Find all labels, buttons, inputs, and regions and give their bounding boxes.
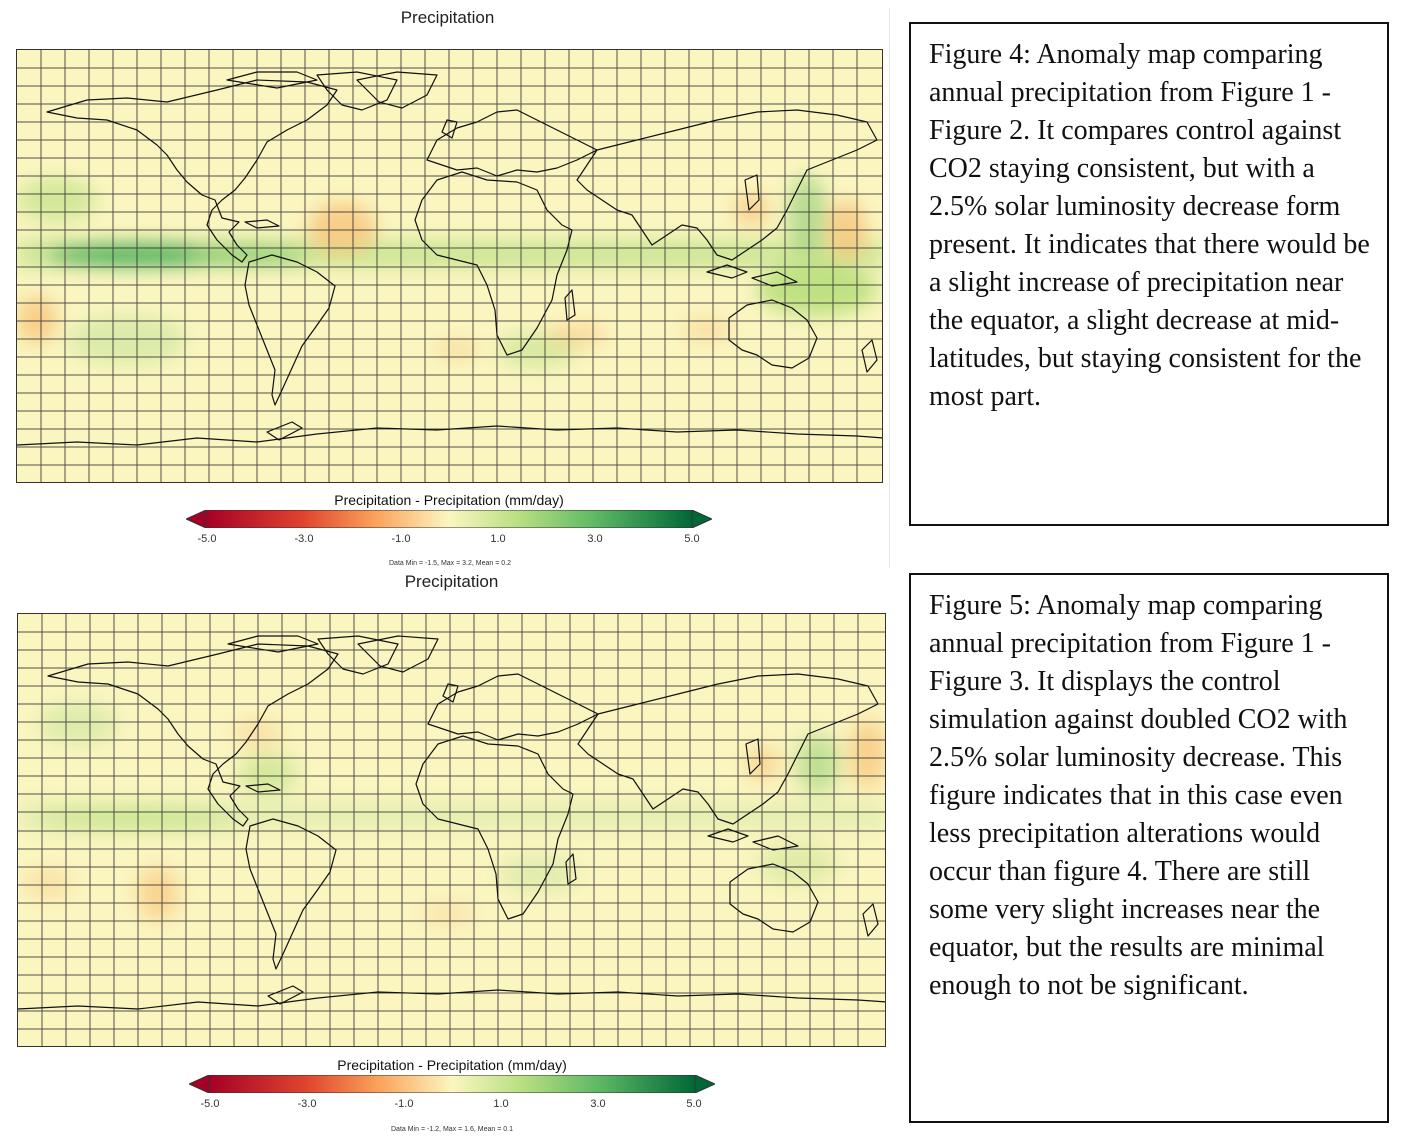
map1-gridlines (17, 50, 882, 482)
colorbar2-tick: -1.0 (394, 1098, 414, 1110)
map1-anomaly-field (17, 175, 882, 368)
colorbar2-tick: 3.0 (590, 1098, 606, 1110)
map2-coastlines (18, 635, 885, 1010)
map1-title: Precipitation (400, 8, 495, 27)
colorbar1-tick: 5.0 (684, 533, 700, 545)
map2-gridlines (18, 614, 885, 1046)
map2 (17, 613, 886, 1047)
colorbar2-tick: -3.0 (297, 1098, 317, 1110)
colorbar1 (186, 510, 712, 528)
colorbar2-title: Precipitation - Precipitation (mm/day) (337, 1057, 567, 1073)
figure5-caption: Figure 5: Anomaly map comparing annual p… (909, 573, 1389, 1123)
map1-coastlines (17, 71, 882, 446)
map2-data-stats: Data Min = -1.2, Max = 1.6, Mean = 0.1 (391, 1126, 513, 1133)
colorbar2-tick: 1.0 (493, 1098, 509, 1110)
figure4-caption: Figure 4: Anomaly map comparing annual p… (909, 22, 1389, 526)
map1-data-stats: Data Min = -1.5, Max = 3.2, Mean = 0.2 (389, 560, 511, 567)
colorbar1-tick: 1.0 (490, 533, 506, 545)
map2-anomaly-field (18, 704, 885, 924)
colorbar2 (189, 1075, 715, 1093)
colorbar1-title: Precipitation - Precipitation (mm/day) (334, 492, 564, 508)
colorbar2-tick: -5.0 (200, 1098, 220, 1110)
map1 (16, 49, 883, 483)
colorbar1-tick: 3.0 (587, 533, 603, 545)
colorbar1-tick: -1.0 (391, 533, 411, 545)
map2-title: Precipitation (404, 572, 499, 591)
colorbar1-tick: -3.0 (294, 533, 314, 545)
colorbar2-tick: 5.0 (686, 1098, 702, 1110)
colorbar1-tick: -5.0 (197, 533, 217, 545)
